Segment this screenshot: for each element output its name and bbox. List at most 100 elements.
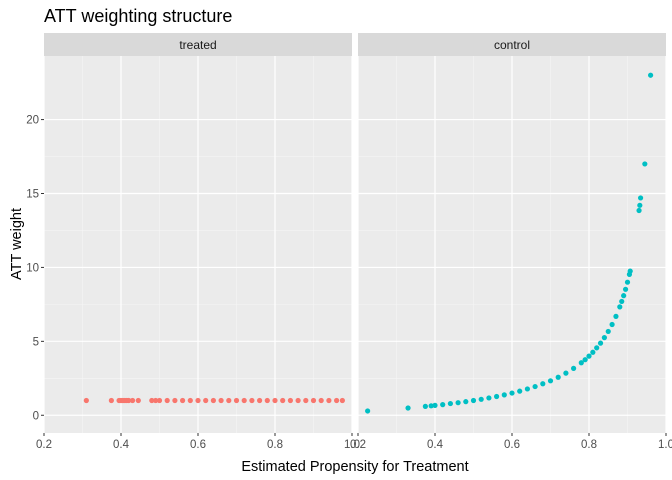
data-point-control [636,207,642,214]
strip-label: treated [179,38,216,52]
data-point-treated [218,397,224,404]
data-point-control [440,402,446,408]
data-point-control [494,393,500,400]
data-point-control [455,400,461,406]
x-tick-label: 0.4 [113,439,130,451]
x-axis-title: Estimated Propensity for Treatment [241,459,468,475]
data-point-treated [149,397,155,404]
strip-label: control [494,38,530,52]
data-point-control [555,374,561,380]
data-point-treated [249,397,255,404]
data-point-treated [135,397,141,404]
data-point-treated [264,397,270,404]
data-point-control [582,357,588,363]
data-point-control [540,381,546,387]
data-point-treated [272,397,278,404]
data-point-control [597,340,604,346]
facet-panels: treated control [43,33,667,433]
x-tick-label: 0.6 [190,439,206,451]
data-point-control [447,400,453,407]
panel-treated: treated [43,33,353,433]
data-point-control [613,313,619,319]
data-point-control [617,304,623,310]
x-tick-label: 0.4 [427,439,444,451]
data-point-control [470,397,477,404]
data-point-control [609,321,615,328]
x-tick-label: 1.0 [658,439,672,451]
data-point-control [642,161,648,167]
chart-title: ATT weighting structure [44,6,232,26]
data-point-treated [257,397,263,404]
data-point-treated [310,397,317,404]
data-point-control [501,392,507,398]
data-point-control [428,403,434,409]
data-point-treated [280,397,286,404]
strip-treated [44,33,352,56]
y-tick-label: 0 [33,410,39,422]
data-point-treated [339,397,345,404]
y-axis: 0 5 10 15 20 [26,115,44,422]
data-point-control [619,298,625,305]
y-tick-label: 5 [33,336,39,348]
data-point-treated [180,397,186,404]
data-point-treated [203,397,209,404]
data-point-control [524,386,531,392]
y-tick-label: 20 [26,115,39,127]
data-point-treated [295,397,301,404]
y-tick-label: 10 [26,262,39,274]
data-point-treated [153,397,159,404]
data-point-control [463,399,469,405]
x-tick-label: 0.8 [581,439,597,451]
data-point-treated [287,397,293,404]
x-axis: 0.2 0.4 0.6 0.8 1.00.2 0.4 0.6 0.8 1.0 [36,433,672,451]
x-tick-label: 1.0 [344,439,360,451]
data-point-control [578,360,584,366]
data-point-control [486,395,492,401]
data-point-treated [172,397,178,404]
data-point-treated [326,397,332,404]
data-point-treated [108,397,114,404]
data-point-treated [303,397,309,404]
data-point-control [405,405,411,411]
data-point-control [586,353,592,359]
x-tick-label: 0.8 [267,439,283,451]
y-axis-title: ATT weight [9,208,25,280]
data-point-control [637,202,643,208]
x-tick-label: 0.2 [36,439,52,451]
data-point-treated [226,397,232,404]
data-point-treated [164,397,170,404]
data-point-control [594,345,600,351]
data-point-control [622,286,629,292]
data-point-control [571,365,577,371]
data-point-control [637,195,644,201]
data-point-control [532,383,538,390]
data-point-treated [129,397,136,404]
data-point-treated [210,397,216,404]
data-point-treated [241,397,247,404]
data-point-control [601,335,608,341]
data-point-treated [187,397,193,404]
data-point-treated [195,397,201,404]
panel-control: control [357,33,667,433]
data-point-control [627,268,633,274]
data-point-control [563,370,569,376]
data-point-control [432,402,438,408]
data-point-treated [233,397,240,404]
data-point-control [648,72,654,78]
x-tick-label: 0.2 [350,439,366,451]
data-point-treated [334,397,340,404]
data-point-treated [126,397,132,404]
data-point-control [509,390,515,396]
data-point-treated [83,397,89,404]
data-point-control [590,349,596,355]
x-tick-label: 0.6 [504,439,520,451]
data-point-treated [156,397,163,404]
data-point-control [624,279,631,285]
data-point-treated [318,397,324,404]
data-point-control [422,403,428,409]
data-point-control [547,378,554,384]
data-point-control [365,408,371,414]
data-point-control [621,293,627,299]
strip-control [358,33,666,56]
